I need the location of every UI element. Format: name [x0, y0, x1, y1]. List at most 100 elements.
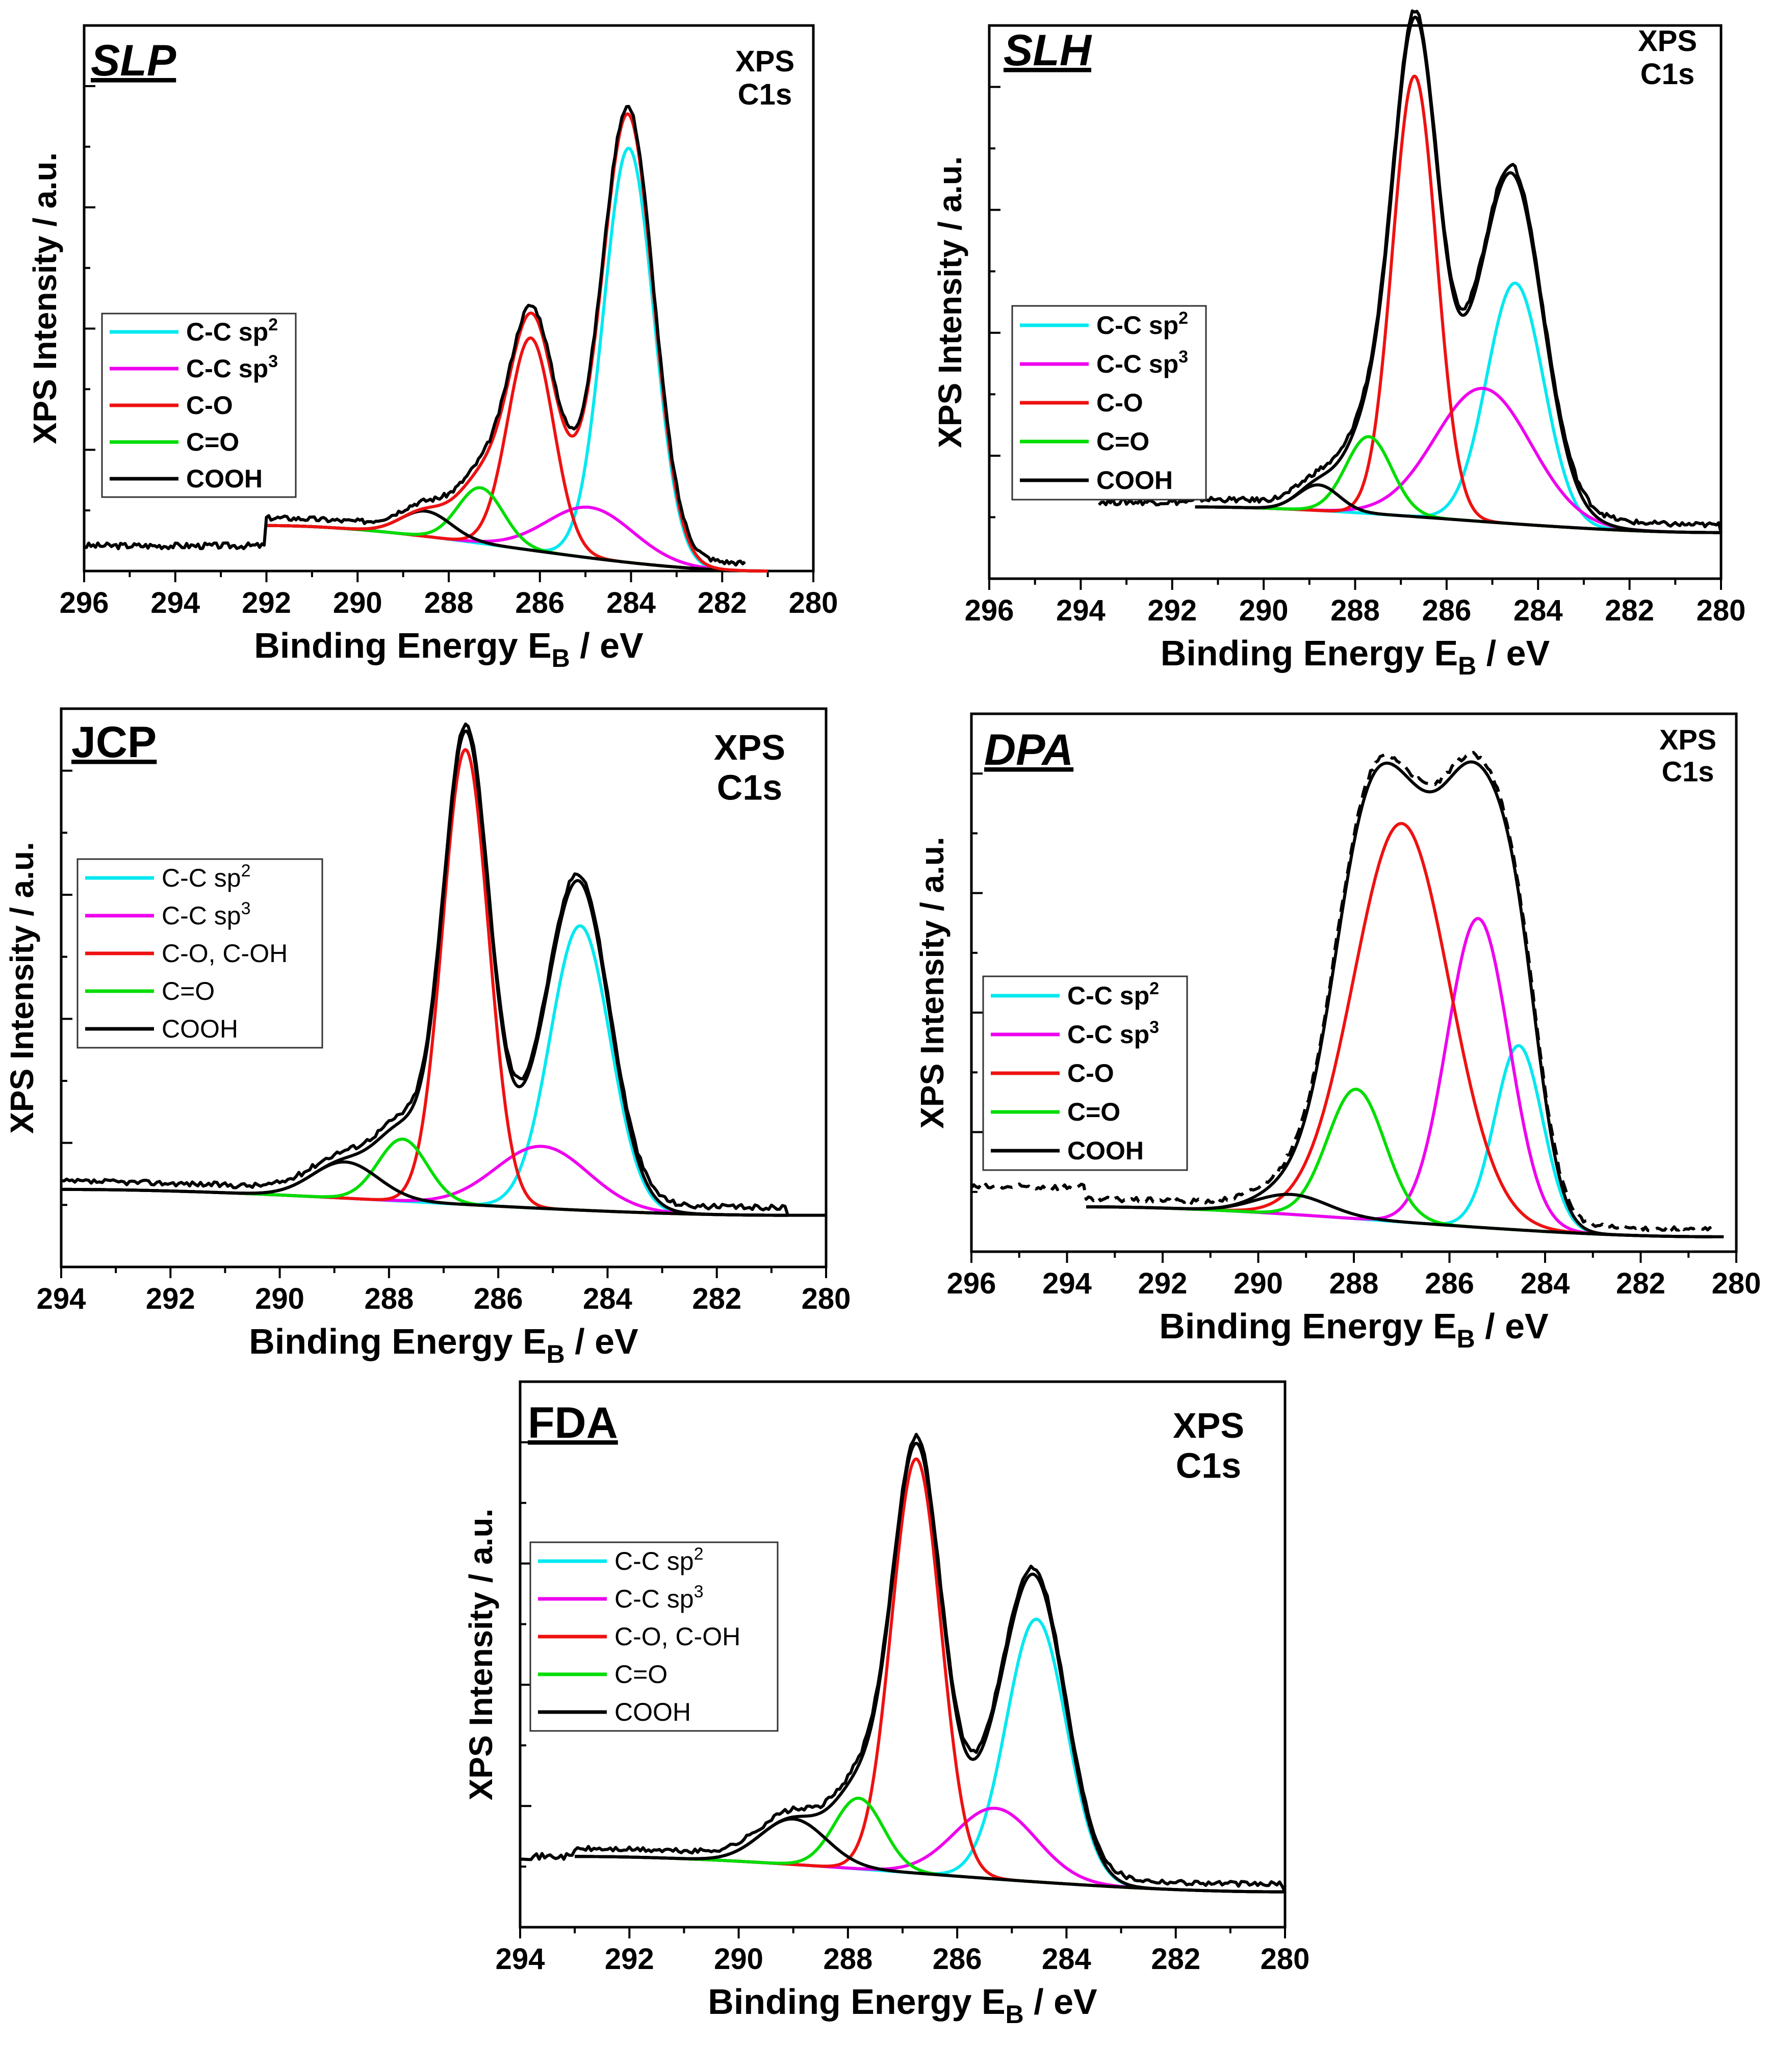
panel-title: SLP: [91, 36, 176, 85]
legend-label: COOH: [1096, 466, 1173, 495]
x-tick-label: 284: [1521, 1267, 1570, 1300]
legend-label: C-O: [1067, 1059, 1114, 1087]
component-c-c-sp3: [574, 1806, 1286, 1894]
x-tick-label: 292: [1138, 1267, 1188, 1300]
x-tick-label: 288: [1329, 1267, 1379, 1300]
legend: C-C sp2 C-C sp3 C-O C=O COOH: [982, 975, 1188, 1171]
fit-envelope: [1194, 15, 1722, 534]
legend: C-C sp2 C-C sp3 C-O, C-OH C=O COOH: [76, 858, 323, 1049]
x-tick-label: 290: [1234, 1267, 1283, 1300]
x-axis-label: Binding Energy EB / eV: [708, 1982, 1097, 2029]
x-tick-label: 288: [424, 586, 474, 619]
y-axis-label: XPS Intensity / a.u.: [27, 152, 63, 445]
xps-note: XPS: [714, 728, 785, 767]
curves: [520, 1433, 1287, 1894]
x-tick-label: 292: [146, 1282, 195, 1315]
x-tick-label: 280: [1697, 594, 1746, 627]
x-tick-label: 292: [242, 586, 291, 619]
panel-slp: 296 294 292 290 288 286 284 282 280 Binding Energ…: [27, 24, 838, 672]
x-tick-label: 294: [1056, 594, 1106, 627]
x-axis-label: Binding Energy EB / eV: [1161, 633, 1550, 680]
legend-label: COOH: [186, 464, 263, 493]
curves: [61, 722, 826, 1217]
legend-label: COOH: [614, 1698, 691, 1726]
x-tick-label: 280: [802, 1282, 851, 1315]
x-tick-label: 292: [605, 1942, 654, 1976]
component-c-c-sp3: [266, 505, 768, 573]
x-tick-label: 292: [1147, 594, 1197, 627]
x-tick-label: 286: [933, 1942, 982, 1976]
x-tick-label: 288: [1330, 594, 1380, 627]
x-tick-label: 282: [692, 1282, 741, 1315]
legend-label: C=O: [1096, 427, 1149, 456]
x-tick-label: 288: [364, 1282, 414, 1315]
x-tick-label: 280: [1261, 1942, 1310, 1976]
x-tick-label: 290: [1239, 594, 1289, 627]
x-tick-label: 294: [37, 1282, 86, 1315]
panel-fda: 294 292 290 288 286 284 282 280 Binding Energy E…: [463, 1380, 1310, 2029]
xps-note: XPS: [1638, 24, 1697, 58]
xps-note: XPS: [1659, 723, 1716, 756]
x-axis-label: Binding Energy EB / eV: [249, 1322, 638, 1368]
x-tick-label: 282: [1151, 1942, 1200, 1976]
legend-label: C-O: [1096, 388, 1143, 417]
curves: [970, 750, 1727, 1238]
x-tick-label: 286: [515, 586, 564, 619]
xps-note: C1s: [1176, 1445, 1241, 1485]
legend-label: COOH: [162, 1015, 238, 1043]
x-tick-label: 296: [965, 594, 1014, 627]
component-c-c-sp2: [266, 146, 768, 573]
x-tick-label: 284: [606, 586, 656, 619]
legend-label: C-C sp2: [186, 315, 278, 346]
xps-note: C1s: [1662, 756, 1714, 788]
x-tick-label: 294: [496, 1942, 545, 1976]
legend-label: C-C sp3: [186, 352, 278, 383]
panel-dpa: 296 294 292 290 288 286 284 282 280 Binding Energ…: [914, 712, 1761, 1353]
x-tick-label: 286: [474, 1282, 523, 1315]
raw-spectrum: [1097, 9, 1723, 533]
raw-spectrum: [84, 105, 746, 567]
x-tick-label: 290: [714, 1942, 763, 1976]
panel-title: DPA: [984, 726, 1073, 774]
y-axis-label: XPS Intensity / a.u.: [932, 156, 968, 448]
curves: [1097, 9, 1723, 534]
legend-label: C=O: [186, 428, 239, 456]
xps-note: C1s: [738, 78, 792, 111]
x-tick-label: 282: [1605, 594, 1654, 627]
x-tick-label: 294: [1042, 1267, 1092, 1300]
legend-label: COOH: [1067, 1136, 1144, 1165]
fit-envelope: [61, 729, 788, 1217]
x-axis-label: Binding Energy EB / eV: [254, 626, 644, 672]
component-cooh: [61, 1160, 788, 1217]
panel-title: FDA: [528, 1398, 618, 1447]
xps-note: XPS: [735, 45, 794, 78]
x-tick-label: 290: [255, 1282, 304, 1315]
xps-note: XPS: [1173, 1406, 1244, 1445]
xps-note: C1s: [1640, 58, 1694, 91]
fit-envelope: [266, 112, 768, 573]
legend-label: C-C sp3: [162, 899, 251, 930]
legend: C-C sp2 C-C sp3 C-O C=O COOH: [101, 313, 297, 498]
x-tick-label: 286: [1422, 594, 1471, 627]
raw-spectrum: [61, 722, 826, 1217]
panel-title: SLH: [1004, 26, 1092, 75]
legend-label: C-C sp3: [614, 1582, 704, 1613]
raw-spectrum: [970, 750, 1727, 1238]
x-tick-label: 284: [1513, 594, 1563, 627]
y-axis-label: XPS Intensity / a.u.: [914, 837, 951, 1129]
panel-jcp: 294 292 290 288 286 284 282 280 Binding Energy E…: [4, 707, 851, 1368]
x-tick-label: 284: [583, 1282, 632, 1315]
legend-label: C=O: [162, 977, 215, 1005]
legend-label: C=O: [614, 1660, 667, 1689]
legend: C-C sp2 C-C sp3 C-O C=O COOH: [1011, 305, 1207, 501]
legend-label: C=O: [1067, 1098, 1120, 1126]
x-tick-label: 286: [1425, 1267, 1474, 1300]
x-tick-label: 290: [333, 586, 382, 619]
legend-label: C-C sp2: [162, 861, 251, 892]
legend-label: C-C sp2: [614, 1544, 704, 1575]
y-axis-label: XPS Intensity / a.u.: [4, 842, 40, 1134]
fit-envelope: [1085, 760, 1713, 1238]
x-tick-label: 280: [1712, 1267, 1761, 1300]
x-tick-label: 288: [823, 1942, 872, 1976]
